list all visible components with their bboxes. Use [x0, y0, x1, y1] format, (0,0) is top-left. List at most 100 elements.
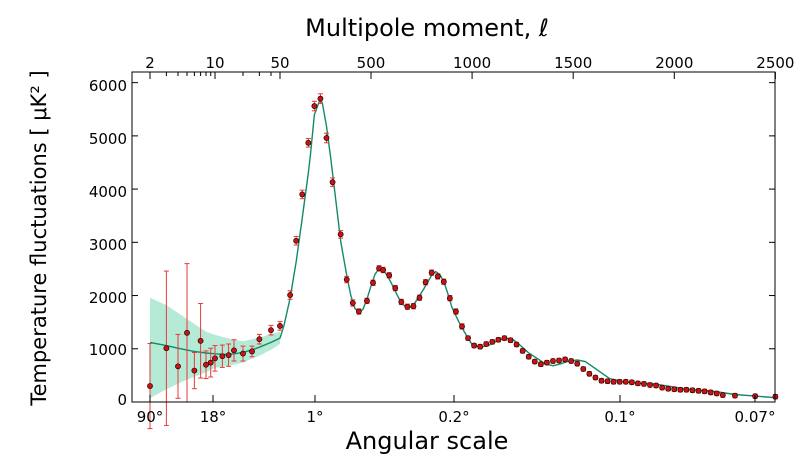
- data-point-13: [249, 345, 255, 358]
- data-point-30: [370, 279, 376, 286]
- data-point-marker: [293, 237, 300, 244]
- data-point-marker: [507, 337, 514, 344]
- data-point-28: [355, 308, 362, 315]
- data-point-37: [410, 303, 417, 310]
- data-point-marker: [240, 350, 246, 357]
- data-point-56: [525, 353, 532, 360]
- data-point-marker: [249, 348, 255, 355]
- data-point-81: [677, 386, 684, 393]
- data-point-16: [277, 321, 283, 331]
- data-point-25: [337, 230, 344, 239]
- data-point-66: [586, 370, 593, 377]
- data-point-marker: [519, 348, 526, 354]
- data-point-55: [519, 348, 526, 354]
- data-point-17: [287, 290, 294, 300]
- data-point-marker: [317, 95, 324, 102]
- model-curve-layer: [149, 96, 776, 399]
- top-tick-label: 2000: [655, 54, 693, 72]
- data-point-marker: [568, 358, 575, 364]
- data-point-64: [574, 360, 581, 367]
- top-tick-label: 10: [205, 54, 224, 72]
- data-point-8: [212, 345, 218, 372]
- data-point-11: [231, 339, 237, 362]
- data-point-marker: [256, 336, 263, 343]
- data-point-marker: [370, 279, 376, 286]
- data-point-51: [495, 336, 502, 343]
- bottom-tick-label: 18°: [200, 408, 227, 426]
- data-point-36: [404, 303, 411, 310]
- data-point-32: [380, 266, 387, 274]
- data-point-marker: [343, 276, 350, 283]
- data-point-40: [428, 269, 435, 276]
- y-tick-label: 0: [117, 391, 127, 409]
- data-point-42: [440, 278, 447, 285]
- data-point-marker: [471, 342, 478, 349]
- data-point-marker: [410, 303, 417, 310]
- data-point-9: [219, 344, 226, 368]
- data-point-39: [422, 279, 429, 286]
- data-point-marker: [683, 386, 690, 393]
- data-point-65: [580, 366, 587, 372]
- y-tick-label: 2000: [89, 289, 127, 307]
- data-point-marker: [592, 374, 599, 381]
- data-point-26: [343, 275, 350, 284]
- data-point-marker: [197, 337, 204, 344]
- data-points-layer: [147, 93, 779, 430]
- data-point-marker: [428, 269, 435, 276]
- data-point-48: [477, 343, 484, 350]
- data-point-59: [544, 359, 550, 366]
- data-point-85: [701, 388, 708, 395]
- data-point-47: [471, 342, 478, 349]
- data-point-marker: [225, 352, 232, 359]
- data-point-marker: [562, 356, 569, 363]
- data-point-marker: [459, 323, 465, 330]
- data-point-43: [446, 295, 453, 302]
- data-point-marker: [641, 381, 647, 387]
- data-point-marker: [422, 279, 429, 286]
- data-point-6: [203, 350, 209, 380]
- data-point-marker: [695, 387, 702, 394]
- data-point-marker: [501, 335, 508, 342]
- data-point-marker: [689, 387, 696, 394]
- data-point-84: [695, 387, 702, 394]
- data-point-marker: [349, 300, 356, 306]
- data-point-53: [507, 337, 514, 344]
- data-point-marker: [477, 343, 484, 350]
- data-point-77: [653, 382, 659, 389]
- data-point-marker: [207, 359, 214, 366]
- data-point-72: [622, 378, 629, 385]
- data-point-marker: [147, 383, 153, 389]
- data-point-marker: [732, 392, 738, 399]
- data-point-marker: [299, 191, 306, 198]
- data-point-61: [556, 357, 562, 364]
- top-tick-label: 2500: [756, 54, 794, 72]
- data-point-marker: [531, 358, 538, 365]
- bottom-axis-title: Angular scale: [346, 427, 509, 455]
- data-point-marker: [380, 267, 387, 273]
- data-point-marker: [677, 386, 684, 393]
- data-point-marker: [604, 378, 611, 385]
- data-point-marker: [713, 390, 720, 397]
- data-point-58: [537, 361, 544, 368]
- data-point-marker: [610, 378, 617, 385]
- data-point-marker: [404, 303, 411, 310]
- data-point-23: [323, 132, 330, 144]
- data-point-38: [416, 294, 423, 301]
- data-point-5: [197, 303, 204, 379]
- data-point-73: [628, 379, 635, 386]
- data-point-15: [268, 324, 274, 336]
- data-point-marker: [219, 353, 226, 360]
- data-point-33: [386, 272, 393, 279]
- y-tick-label: 3000: [89, 236, 127, 254]
- data-point-marker: [537, 361, 544, 368]
- data-point-80: [671, 386, 678, 393]
- data-point-marker: [574, 360, 581, 367]
- data-point-marker: [580, 366, 587, 372]
- data-point-marker: [513, 341, 520, 348]
- data-point-76: [647, 382, 653, 388]
- data-point-27: [349, 299, 356, 307]
- data-point-14: [256, 333, 263, 345]
- data-point-marker: [337, 231, 344, 238]
- data-point-60: [550, 358, 556, 364]
- y-tick-label: 6000: [89, 77, 127, 95]
